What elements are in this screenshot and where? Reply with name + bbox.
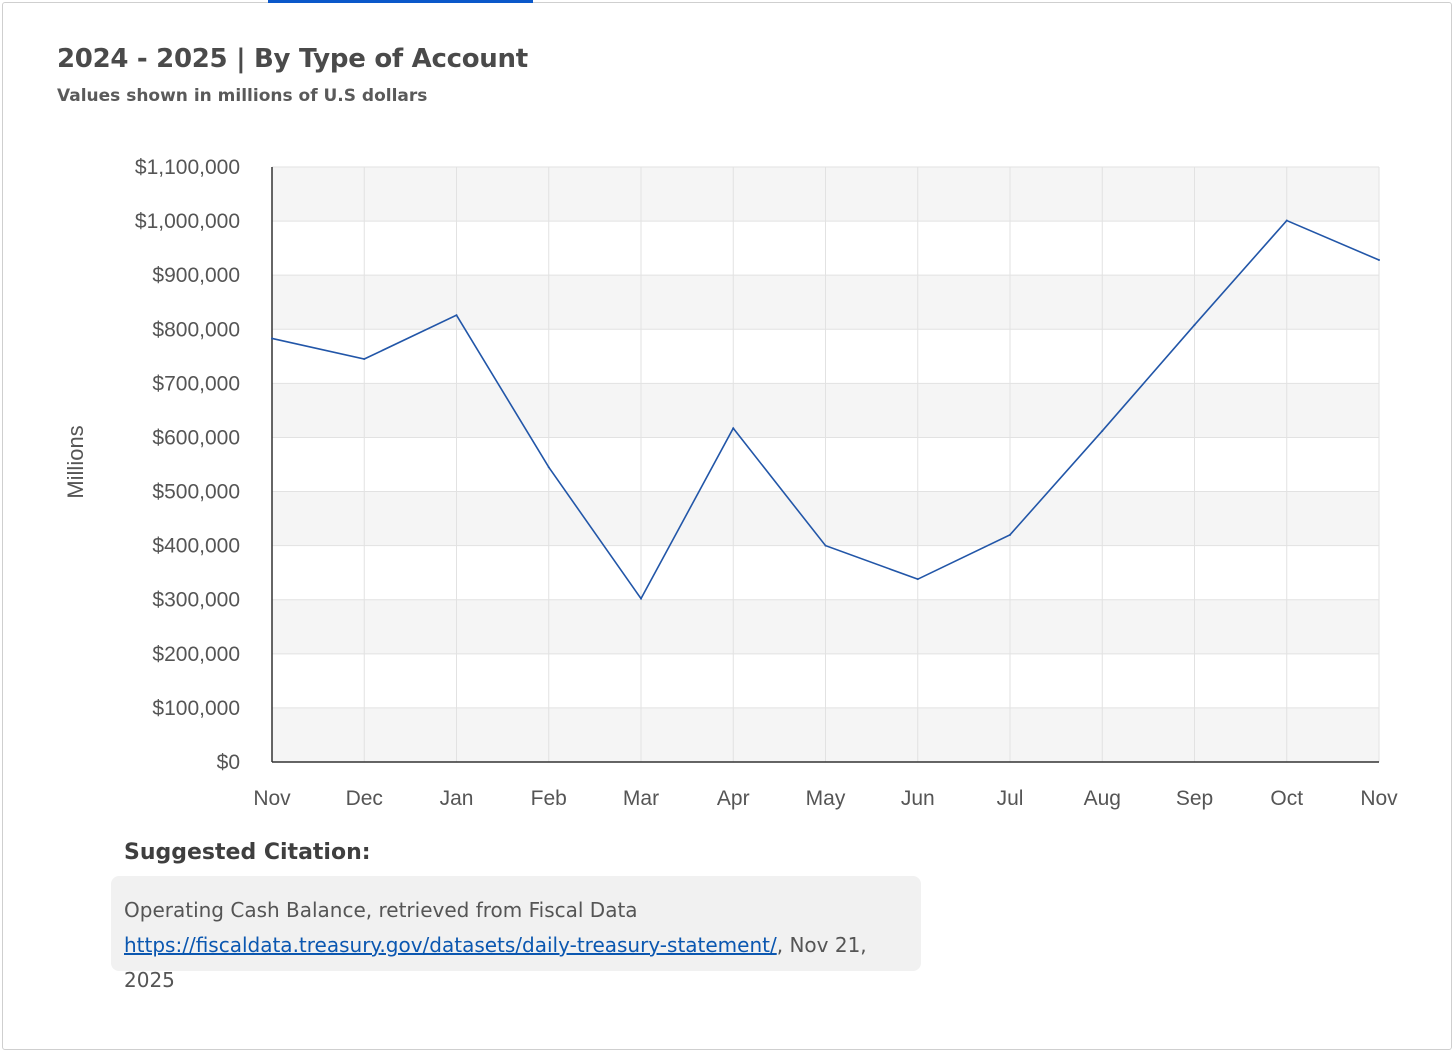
- y-tick-label: $600,000: [152, 426, 240, 449]
- data-point: [1285, 219, 1288, 222]
- x-tick-label: Feb: [531, 787, 567, 810]
- line-chart: $0 $100,000 $200,000 $300,000 $400,000 $500,0…: [63, 156, 1398, 810]
- x-tick-label: Nov: [253, 787, 291, 810]
- data-point: [1101, 429, 1104, 432]
- data-point: [455, 314, 458, 317]
- y-tick-label: $700,000: [152, 372, 240, 395]
- x-tick-label: Jun: [901, 787, 935, 810]
- y-tick-label: $1,100,000: [135, 156, 240, 179]
- y-tick-label: $100,000: [152, 697, 240, 720]
- y-tick-label: $900,000: [152, 264, 240, 287]
- y-tick-label: $500,000: [152, 481, 240, 504]
- data-point: [824, 544, 827, 547]
- series-group: [271, 219, 1380, 601]
- data-point: [1193, 323, 1196, 326]
- data-point: [547, 466, 550, 469]
- axes: [271, 167, 1379, 763]
- y-tick-label: $800,000: [152, 318, 240, 341]
- x-tick-label: Apr: [717, 787, 750, 810]
- y-axis-label: Millions: [63, 425, 88, 498]
- y-tick-label: $300,000: [152, 589, 240, 612]
- y-tick-label: $1,000,000: [135, 210, 240, 233]
- data-point: [640, 597, 642, 600]
- citation-box: Operating Cash Balance, retrieved from F…: [111, 876, 921, 992]
- data-point: [363, 358, 366, 361]
- gridlines: [271, 166, 1380, 763]
- active-tab-indicator: [268, 0, 533, 3]
- citation-text: Operating Cash Balance, retrieved from F…: [124, 898, 638, 922]
- chart-subtitle: Values shown in millions of U.S dollars: [57, 86, 428, 106]
- x-tick-label: Jan: [440, 787, 474, 810]
- chart-title: 2024 - 2025 | By Type of Account: [57, 44, 528, 74]
- x-tick-labels: Nov Dec Jan Feb Mar Apr May Jun Jul Aug Sep Oct Nov: [253, 787, 1398, 810]
- x-tick-label: Sep: [1176, 787, 1213, 810]
- y-tick-labels: $0 $100,000 $200,000 $300,000 $400,000 $500,0…: [135, 156, 240, 774]
- data-point: [916, 578, 919, 581]
- data-point: [1009, 533, 1011, 536]
- citation-date: , Nov 21, 2025: [124, 933, 867, 992]
- x-tick-label: Nov: [1360, 787, 1398, 810]
- y-tick-label: $400,000: [152, 535, 240, 558]
- x-tick-label: Oct: [1270, 787, 1303, 810]
- data-point: [1378, 259, 1380, 262]
- x-tick-label: Dec: [346, 787, 383, 810]
- x-tick-label: Aug: [1084, 787, 1121, 810]
- y-tick-label: $0: [217, 751, 240, 774]
- y-tick-label: $200,000: [152, 643, 240, 666]
- citation-link[interactable]: https://fiscaldata.treasury.gov/datasets…: [124, 933, 777, 957]
- x-tick-label: Mar: [623, 787, 659, 810]
- x-tick-label: May: [806, 787, 846, 810]
- data-point: [271, 337, 273, 340]
- citation-heading: Suggested Citation:: [124, 840, 371, 865]
- data-point: [732, 427, 735, 430]
- x-tick-label: Jul: [997, 787, 1024, 810]
